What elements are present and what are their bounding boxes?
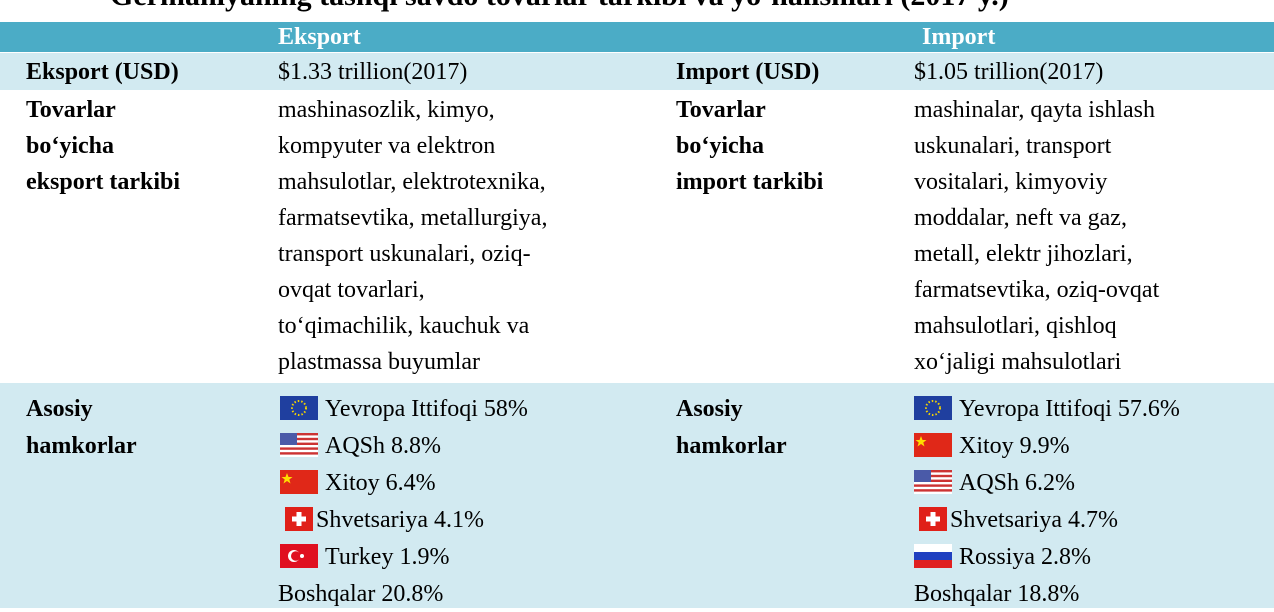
- cell-text: moddalar, neft va gaz,: [914, 205, 1127, 231]
- cell-text: mashinalar, qayta ishlash: [914, 97, 1155, 123]
- cell-text: Asosiy: [676, 396, 743, 422]
- cell-text: farmatsevtika, oziq-ovqat: [914, 277, 1160, 303]
- partners-row: [0, 383, 1274, 608]
- flag-icon: [914, 470, 952, 494]
- title: Germaniyaning tashqi savdo tovarlar tark…: [110, 0, 1009, 14]
- cell: $1.33 trillion(2017): [278, 59, 468, 85]
- header-row: [0, 22, 1274, 52]
- cell-text: to‘qimachilik, kauchuk va: [278, 313, 530, 339]
- flag-icon: [280, 544, 318, 568]
- value-row: [0, 52, 1274, 90]
- cell-text: eksport tarkibi: [26, 169, 181, 195]
- cell-text: Yevropa Ittifoqi 57.6%: [959, 396, 1180, 422]
- cell-text: metall, elektr jihozlari,: [914, 241, 1133, 267]
- cell-text: AQSh 6.2%: [959, 470, 1076, 496]
- cell-text: Boshqalar 18.8%: [914, 581, 1080, 607]
- cell-text: mashinasozlik, kimyo,: [278, 97, 495, 123]
- cell: Import (USD): [676, 59, 820, 85]
- cell-text: kompyuter va elektron: [278, 133, 496, 159]
- cell-text: hamkorlar: [26, 433, 137, 459]
- cell-text: AQSh 8.8%: [325, 433, 442, 459]
- header-export: Eksport: [278, 24, 361, 50]
- cell-text: mahsulotlari, qishloq: [914, 313, 1117, 339]
- row-border: [0, 52, 1274, 53]
- cell-text: Turkey 1.9%: [325, 544, 450, 570]
- cell-text: Tovarlar: [676, 97, 766, 123]
- cell-text: xo‘jaligi mahsulotlari: [914, 349, 1122, 375]
- cell-text: Asosiy: [26, 396, 93, 422]
- header-import: Import: [922, 24, 996, 50]
- cell-text: hamkorlar: [676, 433, 787, 459]
- flag-icon: [914, 396, 952, 420]
- cell-text: Rossiya 2.8%: [959, 544, 1091, 570]
- flag-icon: [914, 544, 952, 568]
- cell-text: Boshqalar 20.8%: [278, 581, 444, 607]
- cell-text: ovqat tovarlari,: [278, 277, 425, 303]
- cell-text: import tarkibi: [676, 169, 824, 195]
- flag-icon: [285, 507, 313, 531]
- cell-text: farmatsevtika, metallurgiya,: [278, 205, 548, 231]
- cell-text: vositalari, kimyoviy: [914, 169, 1108, 195]
- flag-icon: [914, 433, 952, 457]
- cell-text: Tovarlar: [26, 97, 116, 123]
- cell-text: Yevropa Ittifoqi 58%: [325, 396, 528, 422]
- cell-text: Shvetsariya 4.7%: [950, 507, 1118, 533]
- cell-text: Xitoy 9.9%: [959, 433, 1070, 459]
- cell-text: mahsulotlar, elektrotexnika,: [278, 169, 546, 195]
- cell-text: uskunalari, transport: [914, 133, 1112, 159]
- flag-icon: [280, 396, 318, 420]
- cell: Eksport (USD): [26, 59, 179, 85]
- cell-text: transport uskunalari, oziq-: [278, 241, 531, 267]
- cell-text: Shvetsariya 4.1%: [316, 507, 484, 533]
- flag-icon: [280, 470, 318, 494]
- cell-text: Xitoy 6.4%: [325, 470, 436, 496]
- cell-text: plastmassa buyumlar: [278, 349, 480, 375]
- cell-text: bo‘yicha: [676, 133, 765, 159]
- cell-text: bo‘yicha: [26, 133, 115, 159]
- cell: $1.05 trillion(2017): [914, 59, 1104, 85]
- flag-icon: [280, 433, 318, 457]
- flag-icon: [919, 507, 947, 531]
